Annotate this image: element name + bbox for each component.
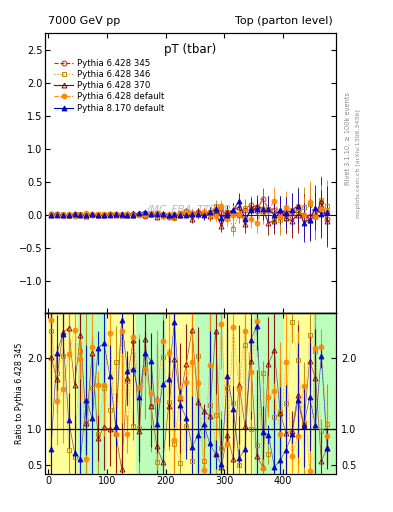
Bar (224, 313, 254, 474)
Text: Top (parton level): Top (parton level) (235, 16, 333, 26)
Bar (77, 313, 107, 474)
Bar (254, 313, 283, 474)
Y-axis label: Ratio to Pythia 6.428 345: Ratio to Pythia 6.428 345 (15, 343, 24, 444)
Bar (195, 313, 224, 474)
Legend: Pythia 6.428 345, Pythia 6.428 346, Pythia 6.428 370, Pythia 6.428 default, Pyth: Pythia 6.428 345, Pythia 6.428 346, Pyth… (52, 57, 165, 114)
Bar (312, 313, 342, 474)
Text: 7000 GeV pp: 7000 GeV pp (48, 16, 120, 26)
Text: pT (tbar): pT (tbar) (165, 43, 217, 56)
Text: (MC_FBA_TTBAR): (MC_FBA_TTBAR) (146, 204, 235, 215)
Bar (107, 313, 136, 474)
Text: Rivet 3.1.10, ≥ 100k events: Rivet 3.1.10, ≥ 100k events (345, 92, 351, 185)
Bar (165, 313, 195, 474)
Text: mcplots.cern.ch [arXiv:1306.3436]: mcplots.cern.ch [arXiv:1306.3436] (356, 110, 361, 218)
Bar (48, 313, 77, 474)
Bar (283, 313, 312, 474)
Bar (136, 313, 165, 474)
